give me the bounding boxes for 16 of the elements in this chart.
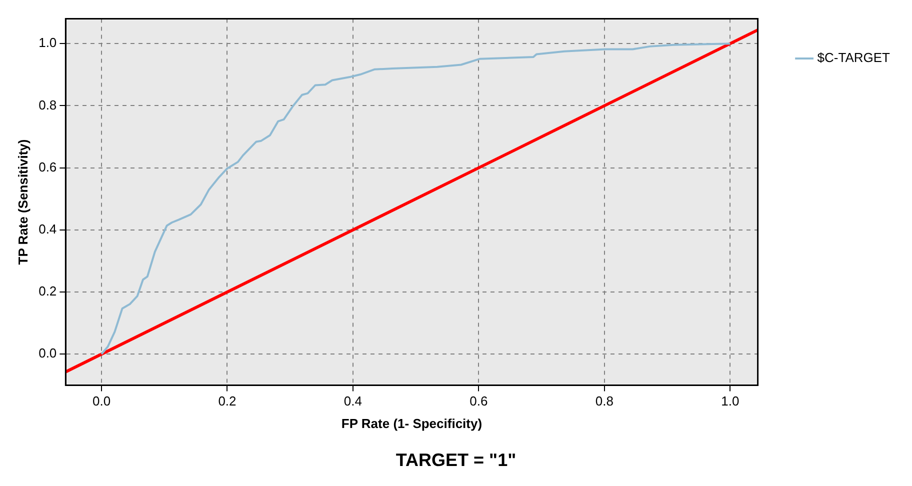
legend-label: $C-TARGET [817,50,890,66]
text: TARGET = "1" [396,450,516,470]
y-tick-label: 0.0 [38,346,57,361]
y-tick-label: 0.2 [38,284,57,299]
y-tick-label: 1.0 [38,35,57,50]
x-tick-label: 1.0 [721,394,740,409]
y-axis-title: TP Rate (Sensitivity) [15,139,30,265]
x-tick-label: 0.8 [595,394,614,409]
x-tick-label: 0.0 [92,394,111,409]
y-tick-label: 0.8 [38,97,57,112]
y-tick-label: 0.6 [38,159,57,174]
x-tick-label: 0.6 [470,394,488,409]
x-tick-label: 0.2 [218,394,236,409]
x-tick-label: 0.4 [344,394,362,409]
y-tick-label: 0.4 [38,222,57,237]
x-axis-title: FP Rate (1- Specificity) [341,416,482,432]
